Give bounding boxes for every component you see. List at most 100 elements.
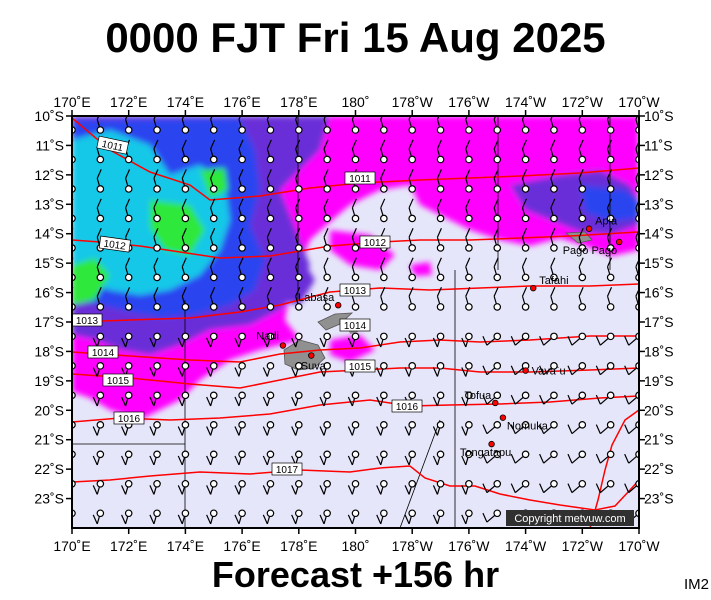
- isobar-line: [72, 117, 639, 201]
- wind-barb: [567, 362, 587, 376]
- place-marker: Tongatapu: [460, 440, 511, 459]
- wind-barb: [351, 139, 360, 164]
- copyright-badge: Copyright metvuw.com: [506, 510, 634, 526]
- wind-barb: [153, 228, 161, 252]
- lon-label-bottom: 178˚W: [392, 538, 434, 554]
- svg-text:1012: 1012: [103, 239, 127, 253]
- wind-barb: [262, 509, 275, 525]
- wind-barb: [521, 228, 530, 252]
- svg-text:1013: 1013: [76, 316, 99, 327]
- lon-label-top: 172˚W: [562, 94, 604, 110]
- vanua-levu-island: [317, 312, 354, 331]
- isobar-label: 1013: [71, 313, 103, 327]
- wind-barb: [206, 421, 218, 436]
- wind-barb: [376, 509, 388, 525]
- wind-barb: [262, 479, 275, 495]
- wind-barb: [96, 116, 105, 134]
- svg-text:1013: 1013: [344, 286, 367, 297]
- lon-label-bottom: 176˚E: [223, 538, 260, 554]
- wind-barb: [376, 332, 388, 348]
- isobar-labels: 1011 1011 1012 1012 1013 1013 1014 1014 1015 1015…: [71, 135, 423, 476]
- lon-label-top: 178˚W: [392, 94, 434, 110]
- lon-label-top: 170˚W: [618, 94, 660, 110]
- wind-barb: [606, 228, 615, 252]
- wind-barb: [408, 169, 417, 193]
- wind-barb: [319, 362, 331, 377]
- wind-barb: [482, 391, 502, 405]
- wind-barb: [510, 391, 530, 405]
- wind-barb: [92, 391, 105, 407]
- wind-barb: [153, 287, 161, 311]
- lat-label-left: 23˚S: [34, 491, 64, 507]
- wind-barb: [595, 421, 615, 435]
- place-marker: Nadi: [256, 331, 287, 349]
- lon-label-bottom: 170˚W: [618, 538, 660, 554]
- lat-label-left: 18˚S: [34, 343, 64, 359]
- wind-barb: [521, 257, 530, 282]
- wind-barb: [209, 139, 218, 164]
- svg-text:1014: 1014: [92, 348, 115, 359]
- lon-label-bottom: 176˚W: [448, 538, 490, 554]
- wind-barb: [578, 116, 587, 134]
- place-name: Tongatapu: [460, 447, 511, 459]
- wind-barb: [234, 479, 246, 495]
- lat-label-left: 13˚S: [34, 196, 64, 212]
- wind-barb: [432, 509, 445, 525]
- copyright-text: Copyright metvuw.com: [514, 513, 625, 525]
- wind-barb: [521, 169, 530, 193]
- wind-barb: [380, 257, 388, 282]
- lon-label-bottom: 174˚W: [505, 538, 547, 554]
- wind-barb: [153, 116, 161, 134]
- wind-barb: [578, 257, 587, 282]
- svg-text:1017: 1017: [276, 465, 299, 476]
- wind-barb: [606, 139, 615, 164]
- isobar-label: 1013: [339, 283, 371, 297]
- wind-barb: [493, 116, 502, 134]
- wind-barb: [436, 116, 445, 134]
- wind-barb: [578, 198, 587, 223]
- wind-barb: [539, 421, 558, 435]
- wind-barb: [550, 228, 558, 252]
- wind-barb: [461, 362, 473, 377]
- wind-barb: [153, 198, 161, 223]
- wind-barb: [432, 362, 445, 377]
- wind-barb: [432, 450, 445, 466]
- wind-barb: [266, 198, 275, 223]
- wind-barb: [465, 139, 473, 164]
- svg-text:1016: 1016: [118, 414, 141, 425]
- wind-barb: [436, 169, 445, 193]
- place-marker: Apia: [585, 216, 618, 232]
- wind-barb: [124, 169, 133, 193]
- wind-barb: [234, 332, 246, 348]
- wind-barb: [404, 509, 417, 525]
- wind-barb: [92, 421, 105, 436]
- wind-barb: [92, 509, 105, 525]
- wind-barb: [181, 169, 190, 193]
- wind-barb: [432, 391, 445, 407]
- lat-label-right: 22˚S: [644, 461, 674, 477]
- isobar-label: 1015: [102, 373, 134, 387]
- lat-label-right: 20˚S: [644, 402, 674, 418]
- wind-barb: [291, 509, 303, 525]
- wind-barb: [323, 169, 331, 193]
- wind-barb: [380, 139, 388, 164]
- place-name: Tofua: [464, 390, 492, 402]
- wind-barb: [347, 509, 360, 525]
- wind-barb: [234, 391, 246, 407]
- svg-text:1015: 1015: [349, 362, 372, 373]
- lat-label-right: 15˚S: [644, 255, 674, 271]
- wind-barb: [238, 169, 246, 193]
- wind-barb: [149, 450, 161, 466]
- place-name: Labasa: [298, 292, 335, 304]
- wind-barb: [319, 450, 331, 466]
- wind-barb: [521, 116, 530, 134]
- viti-levu-island: [283, 339, 326, 371]
- wind-barb: [209, 228, 218, 252]
- wind-barb: [209, 257, 218, 282]
- wind-barb: [376, 362, 388, 377]
- svg-text:1015: 1015: [107, 376, 130, 387]
- lon-label-top: 178˚E: [280, 94, 317, 110]
- wind-barb: [347, 479, 360, 495]
- wind-barb: [408, 228, 417, 252]
